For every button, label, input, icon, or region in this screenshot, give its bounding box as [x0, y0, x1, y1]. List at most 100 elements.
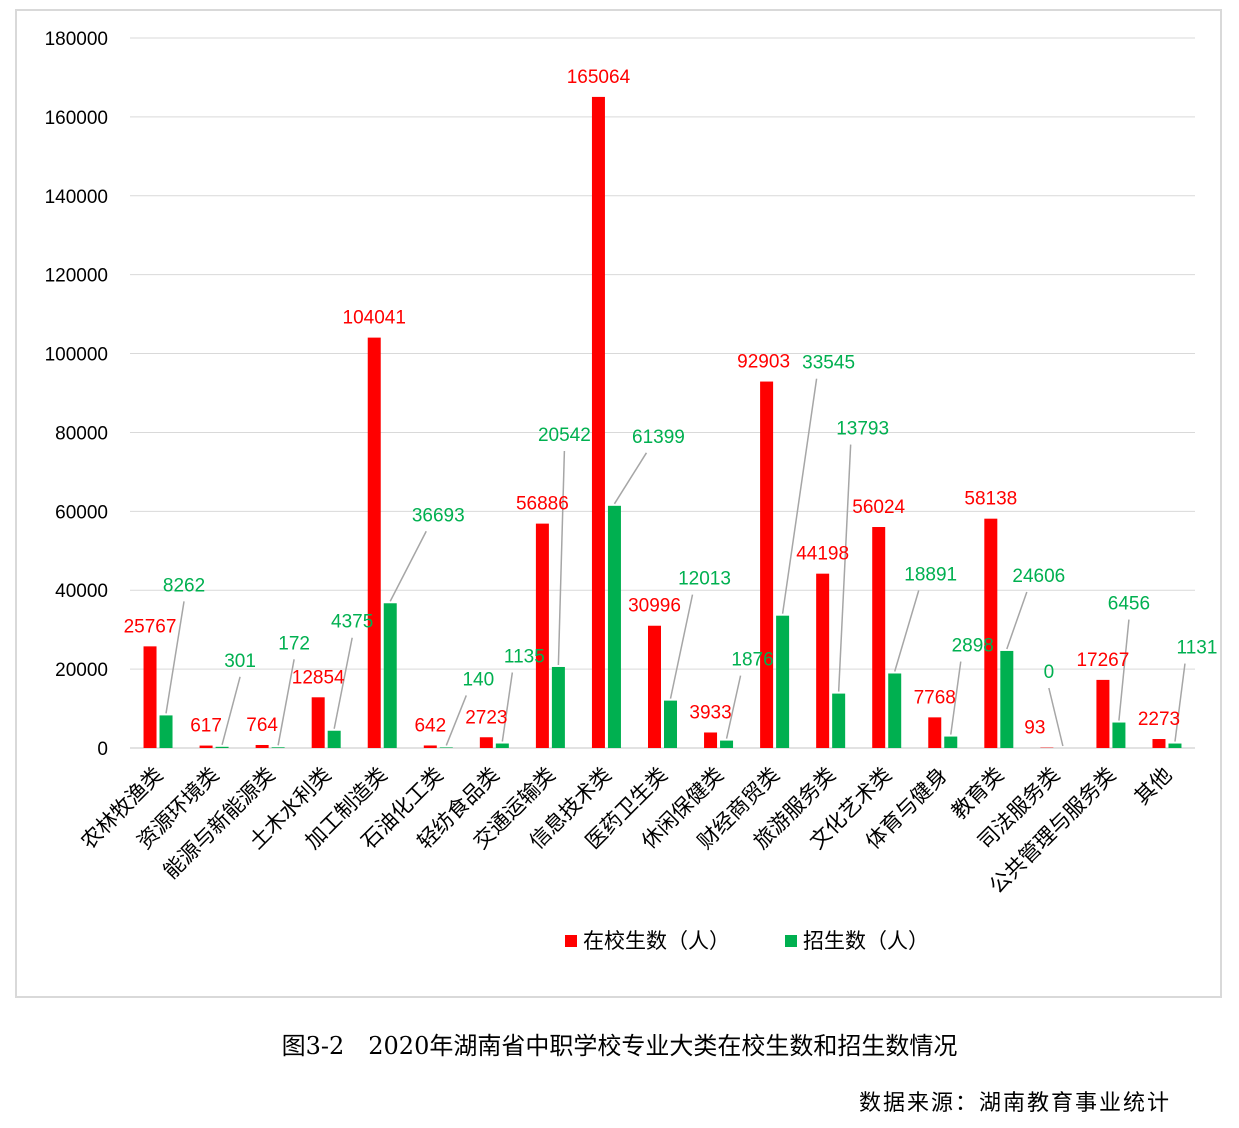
leader-line [445, 695, 467, 746]
bar-admitted-8 [607, 505, 621, 748]
bar-enrolled-17 [1096, 679, 1110, 748]
legend-label-enrolled: 在校生数（人） [583, 929, 730, 953]
data-source-note: 数据来源：湖南教育事业统计 [858, 1091, 1171, 1116]
data-label-admitted: 1131 [1177, 638, 1218, 659]
data-label-admitted: 8262 [163, 575, 205, 596]
bar-enrolled-15 [984, 518, 998, 748]
y-tick-label: 0 [97, 739, 108, 760]
leader-layer [165, 378, 1186, 747]
data-label-enrolled: 2723 [465, 707, 507, 728]
legend: 在校生数（人） 招生数（人） [565, 929, 929, 953]
leader-line [165, 601, 185, 714]
data-label-admitted: 6456 [1108, 594, 1150, 615]
bar-enrolled-0 [143, 646, 157, 748]
leader-line [389, 530, 427, 602]
y-tick-label: 60000 [55, 502, 108, 523]
bar-admitted-14 [944, 736, 958, 748]
bar-enrolled-11 [760, 381, 774, 748]
chart-frame: 0 20000 40000 60000 80000 100000 120000 140000 1… [15, 9, 1222, 998]
leader-line [1006, 591, 1028, 650]
leader-line [950, 661, 962, 735]
bar-admitted-1 [215, 746, 229, 748]
xtick-layer: 农林牧渔类资源环境类能源与新能源类土木水利类加工制造类石油化工类轻纺食品类交通运… [76, 763, 1176, 899]
data-label-admitted: 33545 [802, 353, 855, 374]
data-label-enrolled: 7768 [914, 687, 956, 708]
bar-admitted-2 [271, 747, 285, 748]
y-tick-label: 20000 [55, 660, 108, 681]
data-label-enrolled: 17267 [1076, 650, 1129, 671]
data-label-admitted: 24606 [1012, 566, 1065, 587]
leader-line [613, 452, 648, 505]
bar-enrolled-14 [928, 717, 942, 748]
bar-admitted-7 [551, 666, 565, 748]
data-label-enrolled: 58138 [964, 489, 1017, 510]
figure-caption: 图3-2 2020年湖南省中职学校专业大类在校生数和招生数情况 [281, 1032, 958, 1060]
leader-line [725, 675, 742, 739]
bar-admitted-3 [327, 730, 341, 748]
data-label-enrolled: 3933 [689, 702, 731, 723]
legend-swatch-admitted [785, 935, 797, 947]
bar-enrolled-8 [591, 96, 605, 748]
bar-enrolled-2 [255, 744, 269, 748]
leader-line [837, 444, 852, 692]
leader-line [781, 378, 818, 614]
data-label-admitted: 18891 [904, 564, 957, 585]
bar-enrolled-18 [1152, 739, 1166, 748]
legend-label-admitted: 招生数（人） [803, 929, 929, 953]
chart-svg: 0 20000 40000 60000 80000 100000 120000 140000 1… [45, 29, 1218, 953]
leader-line [1048, 687, 1064, 747]
bar-enrolled-12 [816, 573, 830, 748]
y-tick-label: 120000 [45, 266, 108, 287]
data-label-admitted: 12013 [678, 569, 731, 590]
data-label-enrolled: 642 [414, 715, 446, 736]
bar-enrolled-4 [367, 337, 381, 748]
data-label-admitted: 13793 [836, 419, 889, 440]
bar-admitted-18 [1168, 743, 1182, 748]
bar-admitted-4 [383, 603, 397, 748]
data-label-enrolled: 56886 [516, 494, 569, 515]
data-label-enrolled: 617 [190, 716, 222, 737]
bar-enrolled-3 [311, 697, 325, 748]
data-label-admitted: 0 [1044, 662, 1055, 683]
data-label-enrolled: 30996 [628, 596, 681, 617]
legend-swatch-enrolled [565, 935, 577, 947]
bar-enrolled-7 [535, 523, 549, 748]
data-label-enrolled: 165064 [567, 67, 631, 88]
leader-line [893, 590, 920, 672]
data-label-admitted: 301 [224, 651, 256, 672]
bar-admitted-17 [1112, 722, 1126, 748]
leader-line [221, 676, 241, 746]
leader-line [669, 594, 694, 699]
data-label-admitted: 20542 [538, 425, 591, 446]
x-tick-label: 其他 [1130, 763, 1177, 810]
y-tick-label: 80000 [55, 423, 108, 444]
data-label-admitted: 1876 [731, 650, 773, 671]
leader-line [1174, 663, 1186, 742]
bar-enrolled-1 [199, 745, 213, 748]
data-label-enrolled: 93 [1024, 718, 1045, 739]
data-label-admitted: 2898 [952, 636, 994, 657]
data-label-enrolled: 104041 [343, 308, 406, 329]
label-layer: 25767 8262 617 301 764 172 12854 4375 104041 3669… [124, 67, 1218, 739]
bar-enrolled-6 [479, 737, 493, 748]
data-label-enrolled: 12854 [292, 667, 345, 688]
bar-admitted-13 [888, 673, 902, 748]
data-label-enrolled: 25767 [124, 616, 177, 637]
leader-line [277, 659, 295, 746]
y-tick-label: 180000 [45, 29, 108, 50]
data-label-admitted: 36693 [412, 505, 465, 526]
data-label-admitted: 4375 [331, 612, 373, 633]
bar-enrolled-9 [648, 625, 661, 748]
y-tick-label: 160000 [45, 108, 108, 129]
bar-enrolled-13 [872, 527, 886, 748]
bar-admitted-10 [720, 740, 734, 748]
data-label-enrolled: 44198 [796, 544, 849, 565]
bar-enrolled-10 [704, 732, 718, 748]
data-label-enrolled: 764 [246, 715, 278, 736]
y-tick-label: 140000 [45, 187, 108, 208]
bar-admitted-15 [1000, 650, 1014, 748]
y-tick-label: 40000 [55, 581, 108, 602]
bar-admitted-0 [159, 715, 173, 748]
leader-line [557, 450, 566, 665]
leader-line [333, 637, 353, 729]
